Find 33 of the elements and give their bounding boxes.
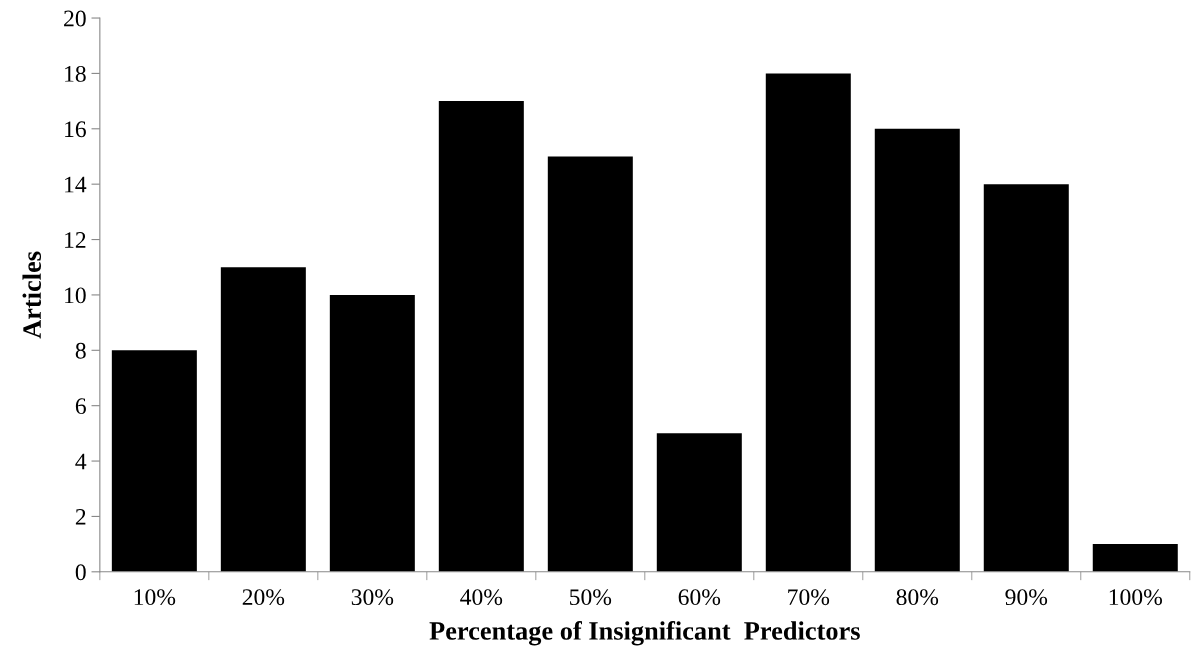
y-tick-label: 16 [65, 121, 86, 138]
y-tick-label: 18 [65, 65, 86, 82]
x-tick-label: 50% [570, 589, 612, 606]
x-tick-label: 70% [788, 589, 830, 606]
bar [983, 184, 1069, 572]
bar [874, 128, 960, 572]
bar [220, 267, 306, 572]
y-tick-label: 0 [75, 564, 86, 581]
y-tick-label: 2 [75, 508, 86, 525]
y-tick-label: 10 [65, 287, 86, 304]
y-tick-label: 20 [64, 10, 86, 27]
bar [1092, 544, 1178, 572]
x-tick-label: 20% [242, 589, 285, 606]
x-tick-label: 40% [460, 589, 503, 606]
y-tick-label: 14 [65, 176, 87, 193]
bar [111, 350, 197, 572]
x-tick-label: 30% [351, 589, 394, 606]
y-tick-label: 12 [65, 232, 86, 248]
y-tick-label: 6 [75, 398, 86, 415]
x-tick-label: 60% [678, 589, 721, 606]
y-tick-label: 4 [75, 453, 87, 470]
x-axis-title: Percentage of Insignificant Predictors [429, 621, 860, 646]
x-tick-label: 80% [896, 589, 939, 606]
bar [765, 73, 851, 572]
y-tick-label: 8 [75, 342, 86, 359]
bar [656, 433, 742, 572]
bar [438, 101, 524, 572]
bar [547, 156, 633, 572]
x-tick-label: 90% [1005, 589, 1048, 606]
y-axis-title: Articles [22, 251, 42, 339]
bar [329, 294, 415, 572]
x-tick-label: 100% [1109, 589, 1163, 606]
x-tick-label: 10% [134, 589, 176, 606]
